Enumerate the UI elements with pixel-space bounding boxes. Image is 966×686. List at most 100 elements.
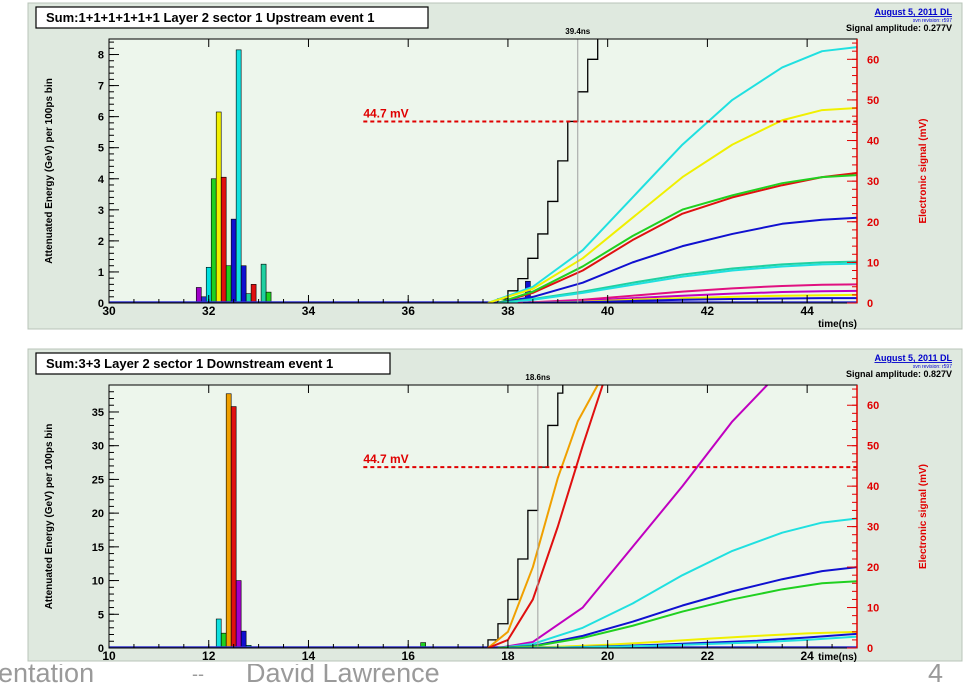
c1-series-2: [487, 385, 604, 648]
c0-xtick-label-3: 36: [402, 304, 416, 318]
c0-ylabel: Attenuated Energy (GeV) per 100ps bin: [44, 78, 55, 264]
c1-xtick-label-5: 20: [601, 649, 615, 663]
c0-ytick-label-0: 0: [98, 298, 104, 310]
c1-chart-title: Sum:3+3 Layer 2 sector 1 Downstream even…: [46, 356, 333, 371]
c0-series-8: [517, 283, 857, 303]
upstream-chart: Sum:1+1+1+1+1+1 Layer 2 sector 1 Upstrea…: [27, 2, 963, 330]
c0-y2tick-label-5: 50: [867, 95, 879, 107]
c0-threshold-label: 44.7 mV: [363, 106, 408, 120]
c1-xtick-label-6: 22: [701, 649, 715, 663]
c0-ytick-label-6: 6: [98, 112, 104, 124]
footer-separator: --: [192, 664, 204, 684]
c0-xtick-label-1: 32: [202, 304, 216, 318]
c0-y2tick-label-2: 20: [867, 217, 879, 229]
c0-bar-5: [220, 176, 227, 303]
c1-xtick-label-4: 18: [501, 649, 515, 663]
c0-bar-7: [230, 218, 237, 303]
c0-bar-4: [215, 111, 222, 303]
c0-y2label: Electronic signal (mV): [918, 118, 929, 223]
c0-xtick-label-5: 40: [601, 304, 615, 318]
c1-series-1: [487, 385, 599, 648]
c1-series-4: [497, 517, 857, 648]
c1-xtick-label-3: 16: [402, 649, 416, 663]
c1-signal-amplitude-label: Signal amplitude: 0.827V: [846, 369, 952, 379]
c1-threshold-label: 44.7 mV: [363, 452, 408, 466]
c0-series-2: [487, 107, 857, 303]
footer-left-text: entation: [0, 664, 95, 686]
slide-footer: entation -- David Lawrence 4: [0, 664, 966, 686]
c0-ytick-label-5: 5: [98, 143, 104, 155]
c1-y2tick-label-1: 10: [867, 603, 879, 615]
c1-revision-label: svn revision: r597: [913, 364, 952, 370]
c0-ytick-label-4: 4: [98, 174, 105, 186]
c0-ytick-label-8: 8: [98, 50, 104, 62]
downstream-panel: Sum:3+3 Layer 2 sector 1 Downstream even…: [0, 346, 966, 664]
c1-y2label: Electronic signal (mV): [918, 464, 929, 569]
c0-date-label: August 5, 2011 DL: [874, 7, 952, 17]
c1-ytick-label-1: 5: [98, 609, 104, 621]
c0-xtick-label-7: 44: [800, 304, 814, 318]
c1-ytick-label-7: 35: [92, 407, 104, 419]
c1-bar-4: [235, 580, 242, 648]
c0-xtick-label-2: 34: [302, 304, 316, 318]
c0-revision-label: svn revision: r597: [913, 18, 952, 24]
c0-xtick-label-0: 30: [102, 304, 116, 318]
c1-xtick-label-0: 10: [102, 649, 116, 663]
c1-title-box: [35, 352, 391, 375]
c1-y2tick-label-3: 30: [867, 522, 879, 534]
c0-marks: [109, 39, 857, 303]
c1-bar-2: [225, 393, 232, 648]
c1-marks: [109, 385, 857, 648]
c0-series-1: [487, 46, 857, 303]
footer-author: David Lawrence: [246, 664, 440, 686]
c1-y2tick-label-2: 20: [867, 562, 879, 574]
c0-series-4: [497, 174, 857, 303]
c1-date-label: August 5, 2011 DL: [874, 353, 952, 363]
c1-y2tick-label-0: 0: [867, 643, 873, 655]
c0-signal-amplitude-label: Signal amplitude: 0.277V: [846, 23, 952, 33]
c1-ytick-label-5: 25: [92, 474, 104, 486]
c0-y2tick-label-1: 10: [867, 257, 879, 269]
footer-page-number: 4: [928, 664, 944, 686]
c1-bar-0: [215, 618, 222, 648]
c1-ylabel: Attenuated Energy (GeV) per 100ps bin: [44, 424, 55, 610]
c1-time-marker-label: 18.6ns: [525, 373, 550, 382]
c1-y2tick-label-6: 60: [867, 400, 879, 412]
c0-y2tick-label-6: 60: [867, 54, 879, 66]
c1-bar-1: [220, 632, 227, 648]
c0-xtick-label-6: 42: [701, 304, 715, 318]
c1-bar-3: [230, 406, 237, 648]
c1-xtick-label-1: 12: [202, 649, 216, 663]
c1-ytick-label-2: 10: [92, 576, 104, 588]
c1-series-6: [497, 580, 857, 648]
c0-time-marker-label: 39.4ns: [565, 27, 590, 36]
c0-ytick-label-2: 2: [98, 236, 104, 248]
c0-ytick-label-7: 7: [98, 81, 104, 93]
c0-bar-8: [235, 49, 242, 303]
c1-ytick-label-6: 30: [92, 441, 104, 453]
c1-ytick-label-0: 0: [98, 643, 104, 655]
c0-chart-title: Sum:1+1+1+1+1+1 Layer 2 sector 1 Upstrea…: [46, 10, 374, 25]
c1-series-3: [497, 385, 768, 648]
c1-xlabel: time(ns): [818, 652, 857, 663]
c0-bar-3: [210, 178, 217, 303]
c0-series-7: [507, 262, 857, 303]
c0-ytick-label-3: 3: [98, 205, 104, 217]
c0-bar-11: [250, 284, 257, 303]
c0-bar-12: [260, 263, 267, 303]
c1-ytick-label-4: 20: [92, 508, 104, 520]
c0-bar-9: [240, 265, 247, 303]
c0-xtick-label-4: 38: [501, 304, 515, 318]
c0-series-0: [109, 39, 599, 303]
c0-xlabel: time(ns): [818, 319, 857, 330]
upstream-panel: Sum:1+1+1+1+1+1 Layer 2 sector 1 Upstrea…: [0, 0, 966, 332]
c1-bar-7: [420, 642, 426, 648]
c0-title-box: [35, 6, 429, 29]
c1-xtick-label-7: 24: [800, 649, 814, 663]
c1-y2tick-label-4: 40: [867, 481, 879, 493]
c1-series-0: [109, 385, 564, 648]
c1-y2tick-label-5: 50: [867, 441, 879, 453]
c0-bar-6: [225, 265, 232, 303]
c1-xtick-label-2: 14: [302, 649, 316, 663]
c0-ytick-label-1: 1: [98, 267, 104, 279]
